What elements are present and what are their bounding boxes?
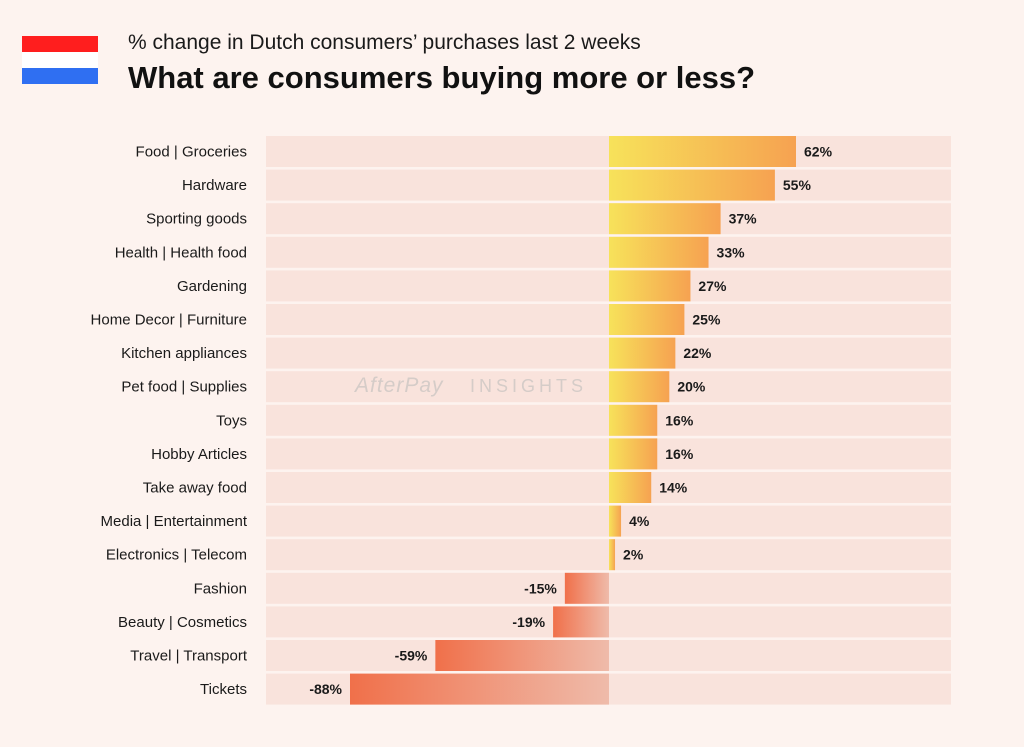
bar	[609, 337, 676, 369]
category-label: Sporting goods	[146, 211, 247, 228]
bar	[350, 673, 609, 705]
bar	[435, 640, 609, 671]
bar	[609, 371, 670, 403]
value-label: 37%	[729, 211, 758, 227]
category-label: Pet food | Supplies	[121, 379, 247, 396]
netherlands-flag-icon	[22, 36, 98, 84]
value-label: -59%	[395, 648, 428, 664]
category-label: Health | Health food	[115, 244, 247, 261]
row-background	[266, 304, 951, 335]
watermark-suffix: INSIGHTS	[470, 376, 587, 396]
bar	[553, 606, 609, 638]
value-label: -88%	[309, 681, 342, 697]
value-label: 27%	[698, 278, 727, 294]
value-label: 62%	[804, 144, 833, 160]
row-background	[266, 472, 951, 503]
row-backgrounds	[266, 136, 951, 705]
chart-title: What are consumers buying more or less?	[128, 60, 756, 95]
row-background	[266, 270, 951, 302]
value-label: 22%	[683, 345, 712, 361]
value-label: 55%	[783, 177, 812, 193]
category-label: Home Decor | Furniture	[91, 312, 247, 329]
category-label: Kitchen appliances	[121, 345, 247, 362]
row-background	[266, 337, 951, 369]
category-label: Gardening	[177, 278, 247, 295]
category-label: Media | Entertainment	[101, 513, 248, 530]
value-label: -15%	[524, 580, 557, 596]
value-label: -19%	[512, 614, 545, 630]
row-background	[266, 438, 951, 470]
category-labels: Food | Groceries Hardware Sporting goods He…	[91, 144, 248, 699]
value-label: 4%	[629, 513, 650, 529]
bar	[609, 505, 622, 537]
category-label: Food | Groceries	[136, 144, 247, 161]
bar	[609, 136, 796, 167]
value-label: 25%	[692, 312, 721, 328]
bar	[609, 539, 616, 571]
value-labels: 62% 55% 37% 33% 27% 25% 22% 20% 16% 16% 14% 4% 2% -15…	[309, 144, 832, 698]
watermark-brand: AfterPay	[353, 374, 444, 397]
flag-stripe-red	[22, 36, 98, 52]
category-label: Electronics | Telecom	[106, 547, 247, 564]
bar	[564, 572, 609, 604]
row-background	[266, 505, 951, 537]
bar	[609, 438, 658, 470]
category-label: Beauty | Cosmetics	[118, 614, 247, 631]
flag-stripe-white	[22, 52, 98, 68]
row-background	[266, 203, 951, 235]
chart-subtitle: % change in Dutch consumers’ purchases l…	[128, 31, 641, 54]
category-label: Tickets	[200, 681, 247, 698]
category-label: Fashion	[194, 580, 247, 597]
value-label: 14%	[659, 480, 688, 496]
row-background	[266, 371, 951, 403]
bars	[350, 136, 796, 705]
row-background	[266, 539, 951, 571]
category-label: Hobby Articles	[151, 446, 247, 463]
bar	[609, 169, 775, 201]
category-label: Take away food	[143, 480, 247, 497]
category-label: Hardware	[182, 177, 247, 194]
category-label: Toys	[216, 412, 247, 429]
value-label: 16%	[665, 412, 694, 428]
bar	[609, 236, 709, 268]
row-background	[266, 404, 951, 436]
bar	[609, 270, 691, 302]
value-label: 2%	[623, 547, 644, 563]
bar	[609, 304, 685, 335]
row-background	[266, 136, 951, 167]
flag-stripe-blue	[22, 68, 98, 84]
value-label: 16%	[665, 446, 694, 462]
row-background	[266, 169, 951, 201]
bar	[609, 472, 652, 503]
bar	[609, 404, 658, 436]
bar	[609, 203, 721, 235]
value-label: 20%	[677, 379, 706, 395]
value-label: 33%	[717, 244, 746, 260]
row-background	[266, 236, 951, 268]
category-label: Travel | Transport	[130, 648, 248, 665]
